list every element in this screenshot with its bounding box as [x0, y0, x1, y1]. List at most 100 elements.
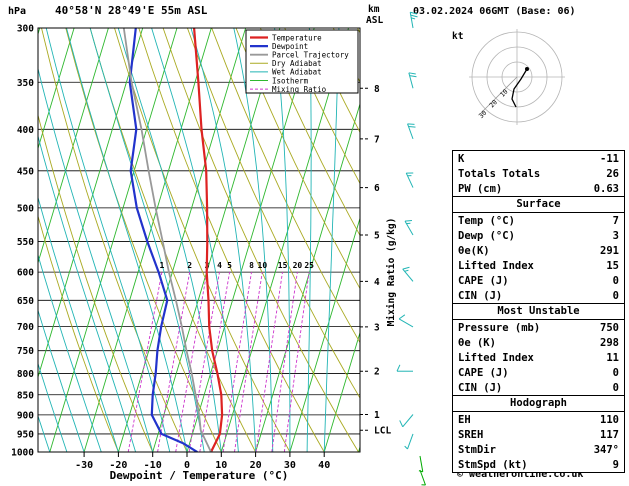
- mixing-ratio-value: 2: [187, 261, 192, 270]
- stat-section-title: Most Unstable: [453, 303, 624, 320]
- mixing-ratio-value: 5: [227, 261, 232, 270]
- dry-adiabat-line: [38, 113, 154, 452]
- legend-label: Wet Adiabat: [272, 68, 322, 77]
- stat-row: CAPE (J) 0: [453, 273, 624, 288]
- pressure-tick-label: 350: [17, 78, 34, 89]
- plot-area: 1 2 3 4 5 8 10 15 20 25: [38, 28, 360, 452]
- hodograph-trace: [511, 68, 528, 108]
- stat-value: 0: [612, 274, 619, 287]
- mixing-ratio-axis-label: Mixing Ratio (g/kg): [386, 218, 397, 327]
- wet-adiabat-line: [306, 28, 312, 452]
- stat-value: -11: [600, 152, 619, 165]
- stat-section-title: Hodograph: [453, 395, 624, 412]
- hodograph-ring: [501, 61, 533, 93]
- stat-value: 3: [612, 229, 619, 242]
- stat-value: 110: [600, 413, 619, 426]
- x-tick-label: -30: [75, 460, 93, 471]
- mixing-ratio-value: 4: [217, 261, 222, 270]
- stat-value: 291: [600, 244, 619, 257]
- km-tick-label: 5: [374, 230, 380, 241]
- stat-value: 117: [600, 428, 619, 441]
- wind-barbs: [396, 11, 426, 486]
- stat-value: 750: [600, 321, 619, 334]
- mixing-ratio-value: 10: [258, 261, 268, 270]
- dry-adiabat-line: [186, 28, 360, 399]
- mixing-ratio-line: [188, 272, 220, 452]
- wet-adiabat-line: [233, 28, 274, 452]
- isotherm-line: [289, 216, 360, 452]
- x-tick-label: 20: [250, 460, 262, 471]
- wet-adiabat-line: [151, 28, 239, 452]
- dry-adiabat-line: [138, 28, 325, 452]
- dry-adiabat-line: [259, 28, 360, 237]
- dry-adiabat-line: [235, 28, 360, 290]
- hodograph-unit-label: kt: [452, 31, 463, 42]
- km-axis-label: km: [368, 4, 380, 15]
- isotherm-line: [38, 28, 75, 150]
- dry-adiabat-line: [89, 28, 257, 452]
- hodograph-ring: [471, 31, 563, 123]
- asl-axis-label: ASL: [366, 15, 383, 26]
- km-tick-label: 1: [374, 410, 380, 421]
- stats-table: K -11 Totals Totals 26 PW (cm) 0.63 Surface Tem…: [452, 150, 625, 473]
- stat-label: CAPE (J): [458, 366, 509, 379]
- mixing-ratio-line: [255, 272, 283, 452]
- stat-row: StmSpd (kt) 9: [453, 457, 624, 472]
- wet-adiabat-line: [38, 195, 119, 452]
- stat-row: StmDir 347°: [453, 442, 624, 457]
- stat-value: 0: [612, 381, 619, 394]
- wet-adiabat-line: [66, 28, 188, 452]
- stat-row: CAPE (J) 0: [453, 365, 624, 380]
- km-tick-label: 6: [374, 183, 380, 194]
- stat-value: 298: [600, 336, 619, 349]
- stat-label: CIN (J): [458, 381, 503, 394]
- dry-adiabat-line: [211, 28, 360, 344]
- pressure-tick-label: 450: [17, 166, 34, 177]
- legend-label: Mixing Ratio: [272, 85, 327, 94]
- mixing-ratio-value: 20: [293, 261, 303, 270]
- station-title: 40°58'N 28°49'E 55m ASL: [55, 4, 208, 17]
- stat-label: SREH: [458, 428, 484, 441]
- hodograph-ring: [486, 46, 548, 108]
- pressure-tick-label: 800: [17, 369, 34, 380]
- parcel-curve: [122, 28, 212, 452]
- isotherm-line: [49, 28, 178, 452]
- stat-label: Pressure (mb): [458, 321, 541, 334]
- stat-label: θe (K): [458, 336, 496, 349]
- stat-label: EH: [458, 413, 471, 426]
- mixing-ratio-line: [127, 272, 163, 452]
- isotherm-line: [323, 331, 360, 452]
- stat-row: θe(K) 291: [453, 243, 624, 258]
- stat-row: PW (cm) 0.63: [453, 181, 624, 196]
- km-tick-label: 3: [374, 322, 380, 333]
- mixing-ratio-line: [222, 272, 252, 452]
- stat-value: 0.63: [593, 182, 619, 195]
- hodograph-ring-label: 10: [498, 88, 509, 99]
- stat-value: 26: [606, 167, 619, 180]
- stat-label: PW (cm): [458, 182, 503, 195]
- km-tick-label: 7: [374, 134, 380, 145]
- mixing-ratio-value: 1: [160, 261, 165, 270]
- wet-adiabat-line: [38, 253, 102, 452]
- km-tick-label: 8: [374, 84, 380, 95]
- plot-frame: [37, 27, 361, 453]
- mixing-ratio-value: 15: [278, 261, 288, 270]
- stat-label: K: [458, 152, 465, 165]
- stat-row: K -11: [453, 151, 624, 166]
- stat-row: Lifted Index 15: [453, 258, 624, 273]
- stat-label: θe(K): [458, 244, 490, 257]
- pressure-unit-label: hPa: [8, 6, 26, 17]
- wet-adiabat-line: [190, 28, 257, 452]
- pressure-tick-label: 900: [17, 410, 34, 421]
- pressure-tick-label: 1000: [11, 448, 34, 459]
- datetime-label: 03.02.2024 06GMT (Base: 06): [413, 6, 576, 17]
- wet-adiabat-line: [38, 134, 137, 452]
- stat-row: θe (K) 298: [453, 335, 624, 350]
- stat-label: CIN (J): [458, 289, 503, 302]
- isotherm-line: [38, 28, 144, 379]
- mixing-ratio-value: 8: [249, 261, 254, 270]
- stat-value: 11: [606, 351, 619, 364]
- isotherm-line: [220, 28, 349, 452]
